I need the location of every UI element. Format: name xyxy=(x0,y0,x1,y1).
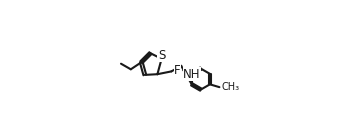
Text: CH₃: CH₃ xyxy=(222,82,240,92)
Text: S: S xyxy=(158,49,165,62)
Text: NH: NH xyxy=(183,68,201,81)
Text: F: F xyxy=(174,64,181,77)
